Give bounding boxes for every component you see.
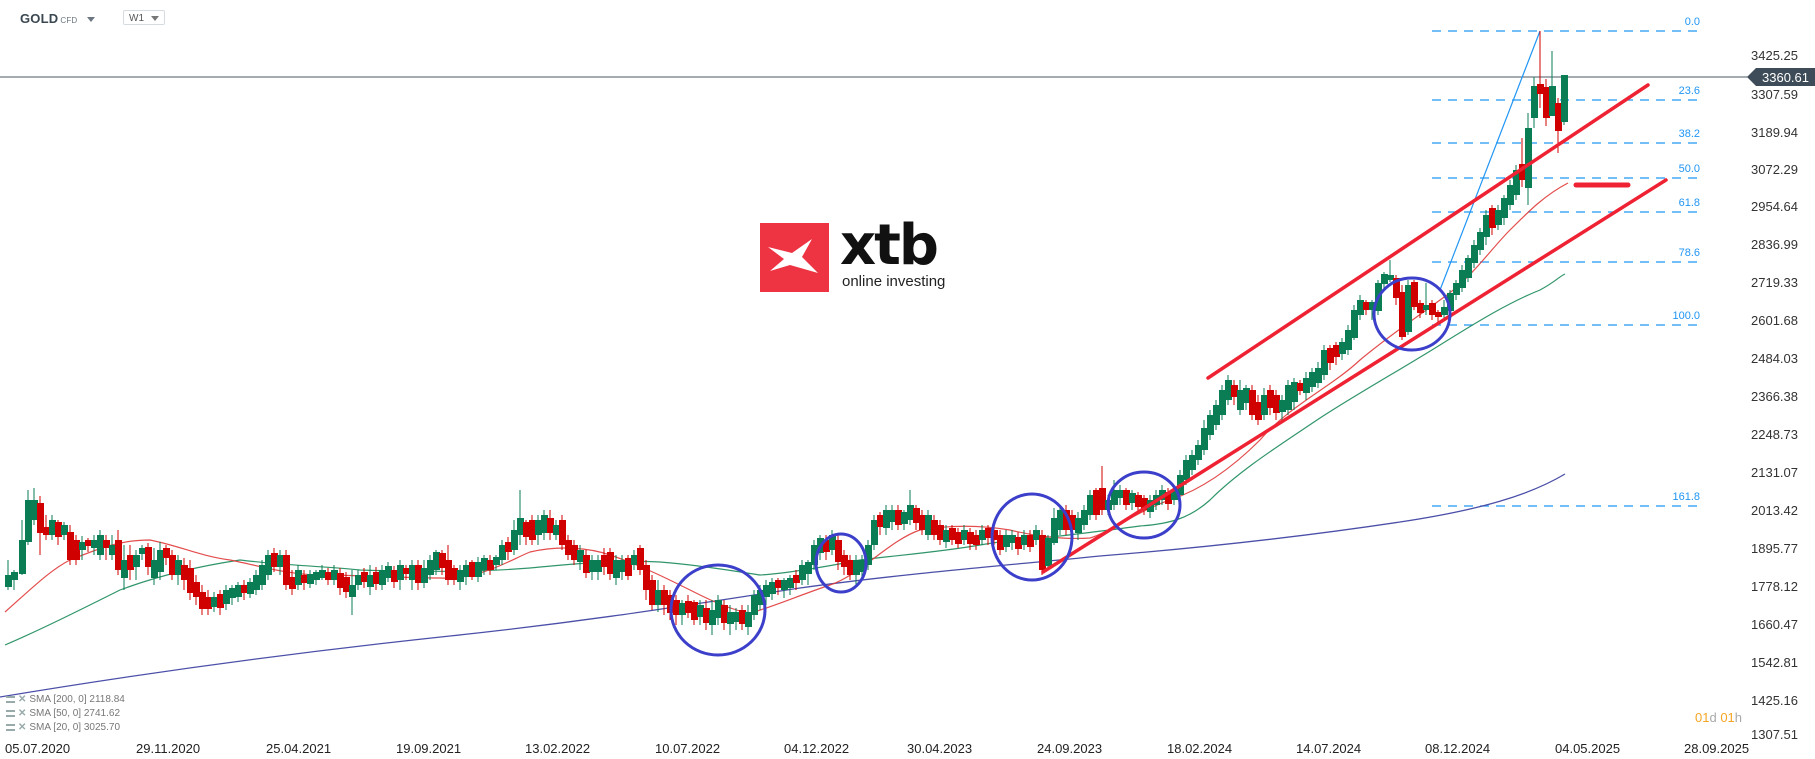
date-label: 25.04.2021 bbox=[266, 741, 332, 756]
price-label: 3425.25 bbox=[1751, 48, 1798, 63]
indicator-label: SMA [50, 0] 2741.62 bbox=[29, 708, 121, 719]
instrument-type: CFD bbox=[60, 16, 78, 25]
price-label: 1542.81 bbox=[1751, 655, 1798, 670]
price-label: 1425.16 bbox=[1751, 693, 1798, 708]
date-label: 19.09.2021 bbox=[396, 741, 462, 756]
remove-icon[interactable]: ✕ bbox=[18, 722, 27, 733]
price-label: 2248.73 bbox=[1751, 427, 1798, 442]
date-label: 08.12.2024 bbox=[1425, 741, 1491, 756]
price-label: 2366.38 bbox=[1751, 389, 1798, 404]
timeframe-value: W1 bbox=[129, 13, 144, 24]
chevron-down-icon bbox=[87, 17, 96, 23]
timeframe-select[interactable]: W1 bbox=[123, 10, 165, 25]
settings-icon[interactable] bbox=[6, 709, 15, 717]
date-label: 18.02.2024 bbox=[1167, 741, 1233, 756]
symbol-selector[interactable]: GOLD CFD bbox=[20, 11, 96, 26]
indicator-sma-50[interactable]: ✕ SMA [50, 0] 2741.62 bbox=[6, 708, 120, 719]
price-label: 2719.33 bbox=[1751, 275, 1798, 290]
candle-countdown: 01d 01h bbox=[1695, 710, 1742, 725]
fib-level-38-2: 38.2 bbox=[1678, 128, 1700, 140]
remove-icon[interactable]: ✕ bbox=[18, 708, 27, 719]
date-label: 30.04.2023 bbox=[907, 741, 973, 756]
chevron-down-icon bbox=[151, 16, 159, 21]
price-label: 2484.03 bbox=[1751, 351, 1798, 366]
date-label: 04.12.2022 bbox=[784, 741, 850, 756]
countdown-days-unit: d bbox=[1709, 710, 1717, 725]
settings-icon[interactable] bbox=[6, 723, 15, 731]
brand-name: xtb bbox=[840, 213, 939, 278]
chart-toolbar: GOLD CFD W1 bbox=[0, 0, 1815, 36]
price-label: 3189.94 bbox=[1751, 125, 1798, 140]
countdown-hours: 01 bbox=[1720, 710, 1735, 725]
indicator-sma-20[interactable]: ✕ SMA [20, 0] 3025.70 bbox=[6, 722, 120, 733]
price-label: 1307.51 bbox=[1751, 727, 1798, 742]
price-label: 1895.77 bbox=[1751, 541, 1798, 556]
date-label: 24.09.2023 bbox=[1037, 741, 1103, 756]
date-label: 13.02.2022 bbox=[525, 741, 591, 756]
fib-level-23-6: 23.6 bbox=[1678, 85, 1700, 97]
price-label: 2954.64 bbox=[1751, 199, 1798, 214]
fib-level-100: 100.0 bbox=[1672, 310, 1700, 322]
date-label: 29.11.2020 bbox=[136, 741, 201, 756]
sma-200-line bbox=[0, 473, 1566, 698]
fib-level-161-8: 161.8 bbox=[1672, 491, 1700, 503]
date-label: 10.07.2022 bbox=[655, 741, 721, 756]
indicator-label: SMA [20, 0] 3025.70 bbox=[29, 722, 121, 733]
brand-tagline: online investing bbox=[842, 273, 946, 290]
sma-20-line bbox=[4, 182, 1569, 614]
xtb-logo-mark bbox=[760, 223, 829, 292]
price-label: 2836.99 bbox=[1751, 237, 1798, 252]
indicator-sma-200[interactable]: ✕ SMA [200, 0] 2118.84 bbox=[6, 694, 125, 705]
settings-icon[interactable] bbox=[6, 695, 15, 703]
symbol-name: GOLD bbox=[20, 11, 59, 26]
fib-anchor-line bbox=[1439, 30, 1541, 291]
indicator-label: SMA [200, 0] 2118.84 bbox=[29, 694, 125, 705]
countdown-days: 01 bbox=[1695, 710, 1710, 725]
current-price-tag: 3360.61 bbox=[1747, 68, 1815, 86]
fib-level-50: 50.0 bbox=[1678, 163, 1700, 175]
price-label: 2013.42 bbox=[1751, 503, 1798, 518]
price-label: 1660.47 bbox=[1751, 617, 1798, 632]
date-label: 28.09.2025 bbox=[1684, 741, 1750, 756]
price-label: 1778.12 bbox=[1751, 579, 1798, 594]
price-label: 3307.59 bbox=[1751, 87, 1798, 102]
countdown-hours-unit: h bbox=[1734, 710, 1743, 725]
trend-channel bbox=[1041, 83, 1668, 574]
fib-level-61-8: 61.8 bbox=[1678, 197, 1700, 209]
candlesticks bbox=[5, 31, 1568, 635]
remove-icon[interactable]: ✕ bbox=[18, 694, 27, 705]
date-label: 14.07.2024 bbox=[1296, 741, 1362, 756]
date-label: 05.07.2020 bbox=[5, 741, 71, 756]
date-label: 04.05.2025 bbox=[1555, 741, 1621, 756]
price-label: 2601.68 bbox=[1751, 313, 1798, 328]
price-label: 2131.07 bbox=[1751, 465, 1798, 480]
fib-level-0: 0.0 bbox=[1684, 16, 1700, 28]
price-label: 3072.29 bbox=[1751, 162, 1798, 177]
pullback-circles bbox=[669, 276, 1452, 657]
fib-level-78-6: 78.6 bbox=[1678, 247, 1700, 259]
